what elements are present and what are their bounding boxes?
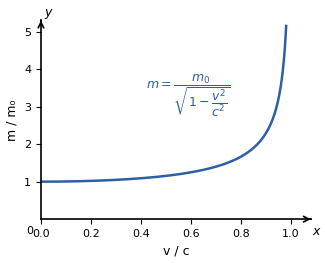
X-axis label: v / c: v / c [162, 244, 189, 257]
Text: y: y [45, 6, 52, 19]
Text: 0: 0 [26, 226, 33, 236]
Text: x: x [312, 225, 319, 238]
Y-axis label: m / m₀: m / m₀ [6, 99, 19, 140]
Text: $m = \dfrac{m_0}{\sqrt{1 - \dfrac{v^2}{c^2}}}$: $m = \dfrac{m_0}{\sqrt{1 - \dfrac{v^2}{c… [146, 72, 230, 119]
